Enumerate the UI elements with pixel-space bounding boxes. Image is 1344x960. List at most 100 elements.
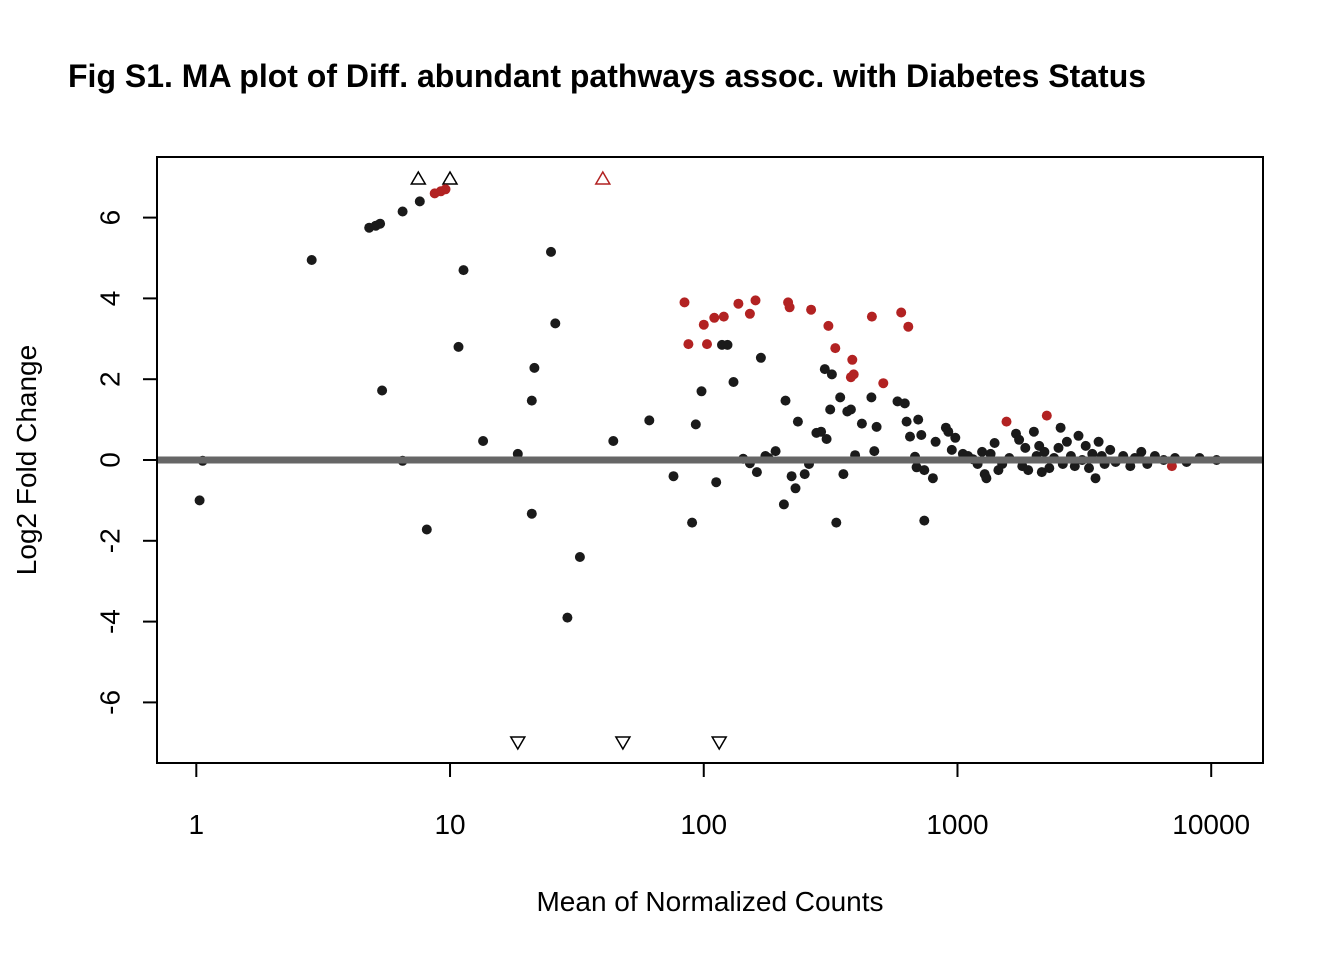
chart-title: Fig S1. MA plot of Diff. abundant pathwa… bbox=[68, 58, 1147, 94]
point bbox=[927, 473, 938, 484]
point bbox=[856, 418, 867, 429]
significant-point bbox=[733, 298, 744, 309]
point bbox=[421, 524, 432, 535]
significant-point bbox=[744, 308, 755, 319]
significant-point bbox=[866, 311, 877, 322]
point bbox=[977, 446, 988, 457]
point bbox=[1061, 436, 1072, 447]
point bbox=[816, 426, 827, 437]
point bbox=[728, 377, 739, 387]
point bbox=[526, 395, 537, 406]
x-tick-label: 10000 bbox=[1172, 809, 1250, 840]
point bbox=[1087, 448, 1098, 459]
point bbox=[946, 444, 957, 455]
significant-point bbox=[750, 295, 761, 306]
point bbox=[696, 386, 707, 397]
point bbox=[821, 434, 832, 444]
point bbox=[529, 362, 540, 373]
point bbox=[414, 196, 425, 207]
point bbox=[397, 206, 408, 217]
point bbox=[512, 448, 523, 459]
point bbox=[574, 552, 585, 562]
point bbox=[687, 517, 698, 528]
y-tick-label: 0 bbox=[95, 452, 126, 468]
point bbox=[838, 469, 849, 480]
y-tick-label: 4 bbox=[95, 291, 126, 307]
point bbox=[826, 369, 837, 380]
point bbox=[546, 246, 556, 257]
significant-point bbox=[440, 184, 451, 195]
point bbox=[722, 339, 733, 350]
point bbox=[453, 341, 464, 352]
point bbox=[825, 404, 836, 415]
point bbox=[1039, 446, 1050, 457]
point bbox=[985, 448, 996, 459]
significant-point bbox=[878, 378, 889, 389]
x-tick-label: 1 bbox=[189, 809, 205, 840]
point bbox=[1044, 463, 1055, 474]
point bbox=[1036, 467, 1047, 478]
point bbox=[755, 352, 766, 363]
point bbox=[458, 265, 469, 276]
y-tick-label: 2 bbox=[95, 371, 126, 387]
y-tick-label: 6 bbox=[95, 210, 126, 226]
significant-point bbox=[1166, 461, 1177, 472]
y-tick-label: -4 bbox=[95, 609, 126, 634]
significant-point bbox=[702, 339, 712, 350]
significant-point bbox=[1041, 410, 1052, 421]
y-axis: -6 -4 -2 0 2 4 6 bbox=[95, 210, 158, 715]
point bbox=[1084, 463, 1094, 474]
point bbox=[831, 517, 842, 528]
off-scale-up-marker bbox=[409, 170, 427, 185]
point bbox=[562, 612, 573, 623]
y-tick-label: -2 bbox=[95, 528, 126, 553]
x-tick-label: 10 bbox=[434, 809, 465, 840]
significant-point bbox=[806, 304, 817, 315]
point bbox=[1053, 442, 1064, 453]
point bbox=[981, 473, 992, 484]
point bbox=[871, 421, 882, 432]
point bbox=[919, 465, 930, 476]
point bbox=[1125, 461, 1136, 472]
point bbox=[751, 467, 762, 478]
point bbox=[866, 392, 877, 403]
significant-point bbox=[1001, 416, 1012, 427]
point bbox=[478, 436, 489, 446]
point bbox=[1080, 440, 1091, 451]
off-scale-up-marker bbox=[594, 170, 612, 185]
x-tick-label: 1000 bbox=[926, 809, 988, 840]
point bbox=[1028, 426, 1039, 437]
significant-point bbox=[709, 312, 720, 323]
significant-point bbox=[718, 311, 729, 322]
point bbox=[608, 436, 619, 446]
off-scale-down-marker bbox=[614, 736, 632, 751]
point bbox=[644, 415, 655, 426]
point bbox=[1136, 446, 1147, 457]
point bbox=[770, 446, 781, 457]
point bbox=[375, 218, 386, 229]
point bbox=[786, 471, 797, 482]
point bbox=[899, 398, 910, 409]
significant-point bbox=[823, 320, 834, 331]
point bbox=[950, 432, 961, 443]
point bbox=[1023, 465, 1034, 476]
point bbox=[901, 416, 912, 427]
point bbox=[916, 430, 927, 440]
significant-point bbox=[698, 319, 709, 330]
point bbox=[835, 392, 846, 403]
significant-point bbox=[830, 343, 841, 354]
y-axis-label: Log2 Fold Change bbox=[11, 345, 42, 575]
y-tick-label: -6 bbox=[95, 690, 126, 715]
point bbox=[780, 395, 791, 406]
off-scale-up-marker bbox=[441, 170, 459, 185]
point bbox=[1073, 430, 1084, 441]
point bbox=[1020, 442, 1031, 453]
point bbox=[711, 477, 722, 488]
x-tick-label: 100 bbox=[680, 809, 727, 840]
point bbox=[919, 515, 930, 526]
significant-point bbox=[847, 354, 858, 365]
point bbox=[1105, 444, 1116, 455]
point bbox=[845, 404, 856, 415]
point bbox=[1090, 473, 1101, 484]
